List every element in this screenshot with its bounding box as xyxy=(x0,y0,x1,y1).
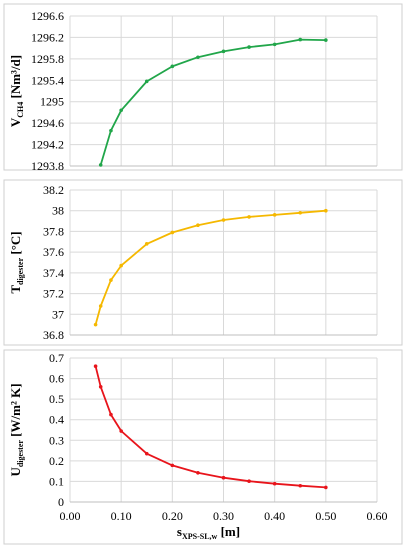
data-point xyxy=(247,215,251,219)
data-point xyxy=(109,278,113,282)
y-tick-label: 0.7 xyxy=(49,351,64,365)
data-point xyxy=(93,322,98,327)
data-point xyxy=(298,37,303,42)
y-tick-label: 1294.6 xyxy=(31,116,64,130)
x-tick-label: 0.60 xyxy=(367,509,388,523)
data-point xyxy=(196,55,200,60)
data-point xyxy=(272,42,277,47)
data-point xyxy=(170,64,175,69)
y-tick-label: 1295 xyxy=(40,95,64,109)
data-point xyxy=(196,470,200,475)
data-point xyxy=(272,481,277,486)
data-point xyxy=(298,483,303,488)
data-point xyxy=(221,475,226,480)
data-point xyxy=(272,213,277,217)
y-tick-label: 1294.2 xyxy=(31,138,64,152)
series-line xyxy=(94,365,326,489)
y-tick-label: 1293.8 xyxy=(31,159,64,173)
y-tick-label: 37.2 xyxy=(43,287,64,301)
y-tick-label: 0 xyxy=(58,495,64,509)
data-point xyxy=(324,208,328,213)
y-axis-label: VCH4 [Nm³/d] xyxy=(8,55,25,127)
y-tick-label: 0.3 xyxy=(49,433,64,447)
y-tick-label: 1296.6 xyxy=(31,9,64,23)
chart-panel-2: 38.2 38 37.8 37.6 37.4 37.2 37 36.8 Tdigester [°… xyxy=(3,179,403,346)
y-tick-label: 0.4 xyxy=(49,413,64,427)
data-point xyxy=(221,49,226,54)
data-point xyxy=(98,304,103,308)
chart-panel-1: 1296.6 1296.2 1295.8 1295.4 1295 1294.6 1294.2… xyxy=(3,3,403,173)
y-tick-label: 0.2 xyxy=(49,454,64,468)
chart-panel-3: 0.70.60.50.40.30.20.100.00 0.10 0.20 0.30 0.… xyxy=(3,349,403,545)
y-tick-label: 0.5 xyxy=(49,392,64,406)
data-point xyxy=(170,463,175,468)
data-point xyxy=(298,210,303,215)
y-tick-label: 37.8 xyxy=(43,224,64,238)
y-tick-label: 37.4 xyxy=(43,266,64,280)
data-point xyxy=(144,451,149,456)
y-tick-label: 0.6 xyxy=(49,372,64,386)
y-tick-label: 1295.4 xyxy=(31,73,64,87)
data-point xyxy=(144,242,149,246)
data-point xyxy=(119,429,123,433)
data-point xyxy=(98,385,103,389)
y-axis-label: Udigester [W/m² K] xyxy=(8,383,25,476)
series-line xyxy=(94,209,326,325)
data-point xyxy=(144,79,149,84)
y-axis-label: Tdigester [°C] xyxy=(8,231,25,293)
data-point xyxy=(247,479,251,484)
x-tick-label: 0.40 xyxy=(264,509,285,523)
y-tick-label: 37.6 xyxy=(43,245,64,259)
x-tick-label: 0.10 xyxy=(111,509,132,523)
y-tick-label: 1296.2 xyxy=(31,30,64,44)
y-tick-label: 37 xyxy=(52,307,64,321)
data-point xyxy=(119,263,123,268)
y-tick-label: 36.8 xyxy=(43,328,64,342)
data-point xyxy=(324,38,328,42)
y-tick-label: 1295.8 xyxy=(31,52,64,66)
x-tick-label: 0.20 xyxy=(162,509,183,523)
data-point xyxy=(109,412,113,417)
y-tick-label: 38.2 xyxy=(43,183,64,197)
x-axis-label: sXPS-SL,w [m] xyxy=(177,524,240,541)
data-point xyxy=(324,485,328,490)
x-tick-label: 0.30 xyxy=(213,509,234,523)
data-point xyxy=(221,218,226,222)
data-point xyxy=(98,163,103,167)
y-tick-label: 38 xyxy=(52,204,64,218)
data-point xyxy=(109,128,113,133)
y-tick-label: 0.1 xyxy=(49,474,64,488)
x-tick-label: 0.50 xyxy=(315,509,336,523)
data-point xyxy=(247,45,251,49)
data-point xyxy=(170,230,175,235)
data-point xyxy=(196,223,200,228)
data-point xyxy=(93,364,98,369)
x-tick-label: 0.00 xyxy=(60,509,81,523)
data-point xyxy=(119,108,123,113)
